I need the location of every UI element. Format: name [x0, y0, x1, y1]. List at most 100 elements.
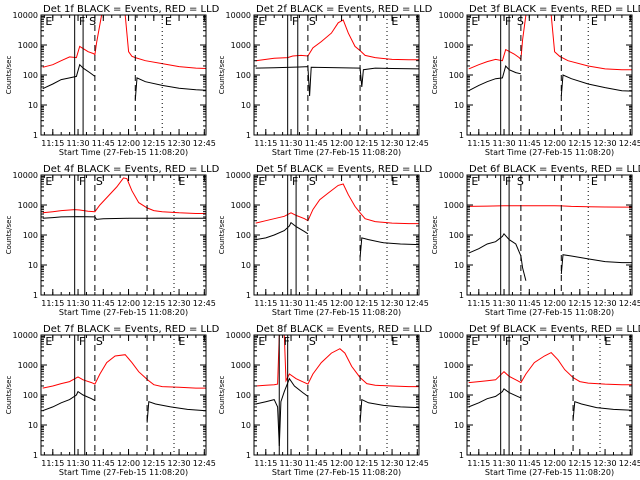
x-tick-label: 11:15 — [41, 299, 64, 308]
y-tick-label: 1 — [33, 451, 38, 460]
x-tick-label: 11:15 — [467, 459, 490, 468]
marker-letter: F — [79, 175, 85, 188]
x-tick-label: 12:00 — [330, 459, 353, 468]
panel-title: Det 9f BLACK = Events, RED = LLD — [469, 324, 640, 335]
x-tick-label: 11:45 — [92, 299, 115, 308]
marker-letter: E — [391, 175, 398, 188]
x-tick-label: 12:45 — [619, 459, 640, 468]
series-events-line — [42, 390, 207, 423]
x-tick-label: 12:00 — [117, 299, 140, 308]
y-axis-label: Counts/sec — [218, 376, 226, 415]
y-tick-label: 1 — [246, 451, 251, 460]
x-tick-label: 12:15 — [568, 139, 591, 148]
series-lld-line — [42, 354, 206, 389]
x-tick-label: 11:45 — [518, 139, 541, 148]
series-lld-line — [468, 351, 632, 386]
y-tick-label: 10 — [28, 261, 38, 270]
x-axis-label: Start Time (27-Feb-15 11:08:20) — [272, 308, 401, 317]
y-tick-label: 10 — [28, 101, 38, 110]
marker-letter: E — [471, 175, 478, 188]
y-tick-label: 10 — [454, 421, 464, 430]
y-tick-label: 10000 — [439, 171, 464, 180]
y-tick-label: 1 — [33, 131, 38, 140]
series-events-line — [468, 232, 632, 281]
x-tick-label: 11:30 — [493, 139, 516, 148]
plot-frame — [40, 334, 207, 456]
y-tick-label: 10 — [454, 101, 464, 110]
series-lld-line — [255, 19, 419, 62]
x-tick-label: 11:15 — [41, 139, 64, 148]
x-tick-label: 12:45 — [619, 299, 640, 308]
x-tick-label: 11:30 — [493, 299, 516, 308]
x-axis-label: Start Time (27-Feb-15 11:08:20) — [59, 148, 188, 157]
series-lld-line — [255, 183, 419, 225]
panel-title: Det 4f BLACK = Events, RED = LLD — [43, 164, 220, 175]
plot-frame — [253, 174, 420, 296]
x-tick-label: 12:30 — [381, 299, 404, 308]
x-tick-label: 12:15 — [568, 459, 591, 468]
y-axis-label: Counts/sec — [431, 216, 439, 255]
marker-letter: S — [522, 335, 529, 348]
marker-letter: F — [505, 335, 511, 348]
x-tick-label: 11:45 — [92, 139, 115, 148]
y-tick-label: 1 — [246, 131, 251, 140]
series-events-line — [468, 64, 633, 97]
y-tick-label: 10000 — [226, 331, 251, 340]
x-tick-label: 12:30 — [594, 139, 617, 148]
marker-letter: E — [471, 335, 478, 348]
y-axis-label: Counts/sec — [431, 376, 439, 415]
y-tick-label: 10000 — [13, 11, 38, 20]
x-tick-label: 12:30 — [381, 459, 404, 468]
y-tick-label: 1000 — [231, 41, 251, 50]
y-tick-label: 100 — [23, 71, 38, 80]
x-tick-label: 11:15 — [467, 139, 490, 148]
series-events-line — [42, 216, 206, 220]
y-axis-label: Counts/sec — [5, 376, 13, 415]
marker-letter: E — [45, 15, 52, 28]
x-tick-label: 11:30 — [67, 459, 90, 468]
x-tick-label: 12:15 — [355, 139, 378, 148]
x-tick-label: 12:00 — [117, 139, 140, 148]
x-tick-label: 11:30 — [280, 139, 303, 148]
marker-letter: S — [309, 335, 316, 348]
x-axis-label: Start Time (27-Feb-15 11:08:20) — [59, 308, 188, 317]
x-tick-label: 11:30 — [280, 299, 303, 308]
x-tick-label: 11:15 — [41, 459, 64, 468]
y-tick-label: 10000 — [439, 331, 464, 340]
x-tick-label: 12:45 — [193, 459, 216, 468]
marker-letter: E — [391, 335, 398, 348]
y-tick-label: 1 — [459, 291, 464, 300]
marker-letter: E — [258, 175, 265, 188]
marker-letter: S — [309, 15, 316, 28]
panel-title: Det 2f BLACK = Events, RED = LLD — [256, 4, 433, 15]
x-tick-label: 12:45 — [406, 459, 429, 468]
series-events-line — [255, 377, 420, 447]
y-tick-label: 100 — [236, 71, 251, 80]
plot-frame — [40, 14, 207, 136]
marker-letter: F — [284, 335, 290, 348]
marker-letter: E — [391, 15, 398, 28]
x-tick-label: 11:45 — [305, 139, 328, 148]
x-tick-label: 12:00 — [117, 459, 140, 468]
series-events-line — [468, 388, 633, 420]
y-tick-label: 100 — [23, 391, 38, 400]
x-tick-label: 12:00 — [543, 459, 566, 468]
x-axis-label: Start Time (27-Feb-15 11:08:20) — [485, 148, 614, 157]
marker-letter: E — [178, 335, 185, 348]
x-tick-label: 11:15 — [467, 299, 490, 308]
marker-letter: E — [258, 335, 265, 348]
y-axis-label: Counts/sec — [218, 56, 226, 95]
y-tick-label: 1000 — [444, 201, 464, 210]
x-tick-label: 12:15 — [568, 299, 591, 308]
marker-letter: F — [505, 175, 511, 188]
y-tick-label: 1 — [246, 291, 251, 300]
x-tick-label: 12:15 — [355, 299, 378, 308]
marker-letter: E — [45, 175, 52, 188]
